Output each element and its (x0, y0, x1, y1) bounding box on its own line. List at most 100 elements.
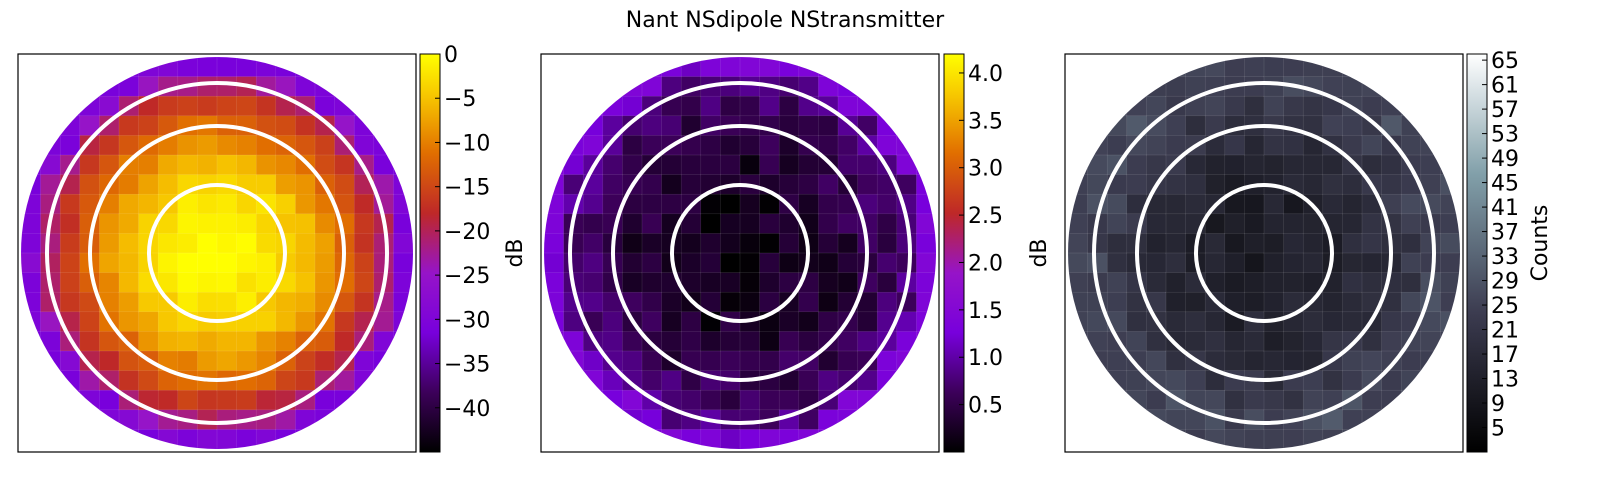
colorbar-label: Counts (1528, 205, 1553, 282)
heatmap-cell (40, 252, 61, 274)
heatmap-cell (759, 233, 780, 254)
heatmap-cell (197, 389, 218, 411)
heatmap-cell (544, 272, 565, 293)
heatmap-cell (138, 291, 159, 313)
heatmap-cell (79, 311, 101, 333)
heatmap-cell (314, 95, 336, 117)
heatmap-cell (1106, 115, 1128, 137)
heatmap-cell (700, 350, 722, 372)
heatmap-cell (99, 389, 120, 411)
heatmap-cell (1440, 193, 1460, 215)
heatmap-cell (622, 76, 643, 97)
heatmap-cell (739, 350, 761, 372)
heatmap-cell (563, 135, 584, 156)
heatmap-cell (798, 311, 820, 333)
heatmap-cell (393, 193, 413, 215)
heatmap-cell (876, 350, 898, 372)
heatmap-cell (1106, 213, 1128, 235)
heatmap-cell (582, 115, 604, 137)
heatmap-cell (1440, 272, 1460, 293)
heatmap-cell (1283, 95, 1304, 117)
heatmap-cell (778, 389, 800, 411)
heatmap-cell (818, 429, 839, 449)
heatmap-cell (1342, 76, 1363, 97)
heatmap-cell (21, 233, 42, 254)
heatmap-cell (896, 350, 918, 372)
heatmap-cell (295, 252, 316, 274)
heatmap-cell (720, 291, 741, 313)
heatmap-cell (1381, 154, 1402, 176)
heatmap-cell (1302, 174, 1324, 195)
heatmap-cell (661, 174, 682, 195)
heatmap-cell (896, 370, 918, 391)
heatmap-cell (1087, 252, 1108, 274)
heatmap-cell (641, 370, 663, 391)
heatmap-cell (1068, 193, 1089, 215)
heatmap-cell (40, 370, 61, 391)
heatmap-cell (739, 429, 761, 449)
heatmap-cell (59, 115, 81, 137)
heatmap-cell (1302, 429, 1324, 449)
heatmap-cell (641, 174, 663, 195)
heatmap-cell (680, 154, 702, 176)
heatmap-cell (1302, 389, 1324, 411)
heatmap-cell (798, 193, 820, 215)
heatmap-cell (837, 154, 859, 176)
colorbar-tick-label: 1.5 (968, 299, 1003, 324)
heatmap-cell (99, 272, 120, 293)
heatmap-cell (916, 193, 936, 215)
heatmap-cell (622, 154, 643, 176)
heatmap-cell (334, 311, 355, 333)
heatmap-cell (1381, 95, 1402, 117)
heatmap-cell (916, 311, 936, 333)
heatmap-cell (21, 291, 42, 313)
heatmap-cell (255, 252, 277, 274)
heatmap-cell (295, 115, 316, 137)
heatmap-cell (255, 57, 277, 78)
heatmap-cell (1322, 331, 1344, 352)
heatmap-cell (818, 135, 839, 156)
heatmap-cell (1126, 389, 1148, 411)
heatmap-cell (1165, 154, 1187, 176)
heatmap-cell (393, 154, 413, 176)
heatmap-cell (857, 389, 878, 411)
heatmap-cell (720, 76, 741, 97)
heatmap-cell (1068, 272, 1089, 293)
heatmap-cell (582, 233, 604, 254)
heatmap-cell (1322, 154, 1344, 176)
heatmap-cell (916, 272, 936, 293)
heatmap-cell (255, 311, 277, 333)
heatmap-cell (373, 331, 395, 352)
heatmap-cell (778, 57, 800, 78)
heatmap-cell (21, 154, 42, 176)
heatmap-cell (818, 311, 839, 333)
heatmap-cell (680, 331, 702, 352)
colorbar-tick-label: 4.0 (968, 62, 1003, 87)
heatmap-cell (353, 95, 375, 117)
heatmap-cell (216, 331, 238, 352)
heatmap-cell (1440, 252, 1460, 274)
heatmap-cell (275, 174, 297, 195)
heatmap-cell (857, 409, 878, 431)
heatmap-cell (1087, 154, 1108, 176)
heatmap-cell (544, 311, 565, 333)
heatmap-cell (314, 409, 336, 431)
heatmap-cell (353, 252, 375, 274)
heatmap-cell (295, 233, 316, 254)
heatmap-cell (21, 252, 42, 274)
heatmap-cell (353, 193, 375, 215)
heatmap-cell (255, 174, 277, 195)
heatmap-cell (876, 272, 898, 293)
heatmap-cell (21, 311, 42, 333)
heatmap-cell (680, 95, 702, 117)
heatmap-cell (778, 174, 800, 195)
heatmap-cell (314, 76, 336, 97)
axes-frame (17, 53, 417, 453)
heatmap-cell (1185, 57, 1206, 78)
heatmap-cell (1283, 233, 1304, 254)
colorbar-tick-label: −20 (444, 220, 490, 245)
heatmap-cell (759, 135, 780, 156)
heatmap-cell (622, 389, 643, 411)
colorbar-tick-label: 3.0 (968, 157, 1003, 182)
heatmap-cell (1224, 233, 1246, 254)
